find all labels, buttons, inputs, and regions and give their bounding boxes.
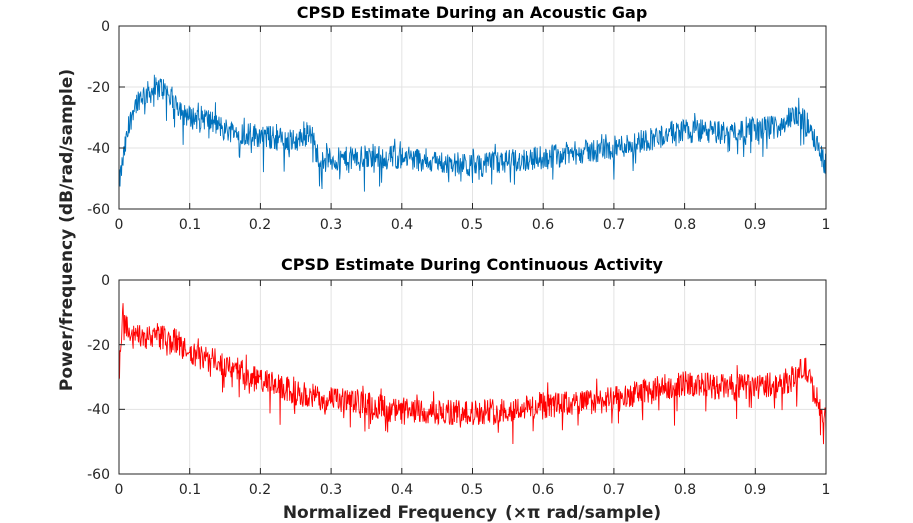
gap-x-tick-label: 0.5 — [461, 217, 483, 233]
activity-x-tick-label: 1 — [822, 482, 831, 498]
activity-tick-marks — [118, 279, 827, 475]
activity-x-tick-label: 0.1 — [179, 482, 201, 498]
y-axis-label: Power/frequency (dB/rad/sample) — [57, 69, 77, 391]
gap-y-tick-label: -40 — [87, 141, 110, 157]
activity-x-tick-label: 0.3 — [320, 482, 342, 498]
gap-subplot: CPSD Estimate During an Acoustic Gap 0 -… — [87, 3, 830, 233]
activity-x-tick-label: 0.9 — [744, 482, 766, 498]
activity-y-tick-label: 0 — [101, 273, 110, 289]
activity-x-tick-label: 0.4 — [391, 482, 413, 498]
gap-x-tick-label: 1 — [822, 217, 831, 233]
activity-y-tick-label: -20 — [87, 338, 110, 354]
gap-x-tick-label: 0.1 — [179, 217, 201, 233]
activity-x-tick-label: 0.6 — [532, 482, 554, 498]
activity-subplot: CPSD Estimate During Continuous Activity… — [87, 255, 830, 498]
activity-x-tick-label: 0 — [115, 482, 124, 498]
gap-x-tick-label: 0.3 — [320, 217, 342, 233]
gap-y-tick-label: -60 — [87, 202, 110, 218]
gap-x-tick-label: 0 — [115, 217, 124, 233]
x-axis-label-main: Normalized Frequency — [283, 503, 497, 523]
gap-y-tick-label: -20 — [87, 80, 110, 96]
x-axis-label-unit: (×π rad/sample) — [505, 503, 661, 523]
activity-x-tick-label: 0.7 — [603, 482, 625, 498]
gap-x-tick-label: 0.2 — [249, 217, 271, 233]
gap-x-tick-label: 0.9 — [744, 217, 766, 233]
activity-cpsd-line — [118, 303, 827, 445]
gap-y-tick-label: 0 — [101, 19, 110, 35]
activity-y-tick-label: -60 — [87, 467, 110, 483]
activity-y-tick-label: -40 — [87, 402, 110, 418]
gap-x-tick-label: 0.8 — [674, 217, 696, 233]
activity-chart-title: CPSD Estimate During Continuous Activity — [281, 255, 664, 274]
gap-chart-title: CPSD Estimate During an Acoustic Gap — [297, 3, 648, 22]
gap-x-tick-label: 0.4 — [391, 217, 413, 233]
activity-x-tick-label: 0.2 — [249, 482, 271, 498]
gap-tick-marks — [118, 25, 827, 210]
activity-x-tick-label: 0.8 — [674, 482, 696, 498]
gap-cpsd-line — [118, 74, 827, 192]
gap-x-tick-label: 0.6 — [532, 217, 554, 233]
activity-x-tick-label: 0.5 — [461, 482, 483, 498]
gap-x-tick-label: 0.7 — [603, 217, 625, 233]
x-axis-label: Normalized Frequency (×π rad/sample) — [283, 503, 661, 523]
